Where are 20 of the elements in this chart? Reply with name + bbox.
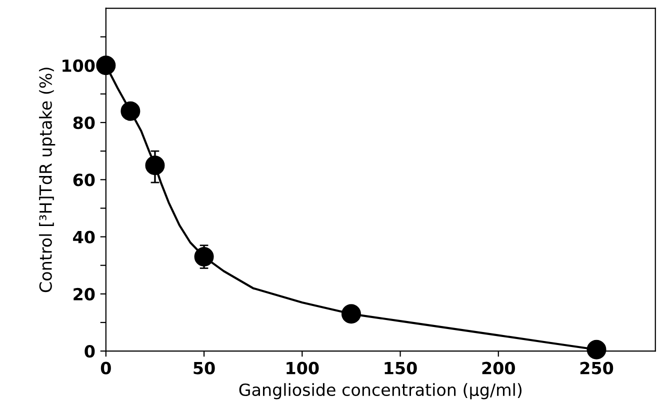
x-axis-title: Ganglioside concentration (µg/ml)	[239, 383, 522, 400]
x-tick-label: 100	[286, 362, 319, 374]
y-tick-label: 20	[74, 288, 95, 300]
point	[586, 340, 606, 360]
x-tick-label: 150	[384, 362, 417, 374]
y-tick-label: 80	[73, 116, 95, 130]
x-tick-label: 0	[100, 362, 111, 374]
y-tick-label: 0	[84, 345, 95, 358]
x-tick-label: 200	[482, 362, 515, 374]
point	[145, 156, 165, 176]
point	[120, 101, 140, 121]
point	[341, 304, 361, 324]
y-tick-label: 100	[62, 59, 95, 72]
y-axis-title: Control [³H]TdR uptake (%)	[39, 68, 56, 292]
x-tick-label: 50	[194, 362, 215, 374]
x-tick-label: 250	[580, 362, 614, 374]
y-tick-label: 60	[73, 174, 95, 186]
point	[194, 247, 214, 267]
y-tick-label: 40	[73, 230, 95, 244]
point	[96, 56, 116, 76]
